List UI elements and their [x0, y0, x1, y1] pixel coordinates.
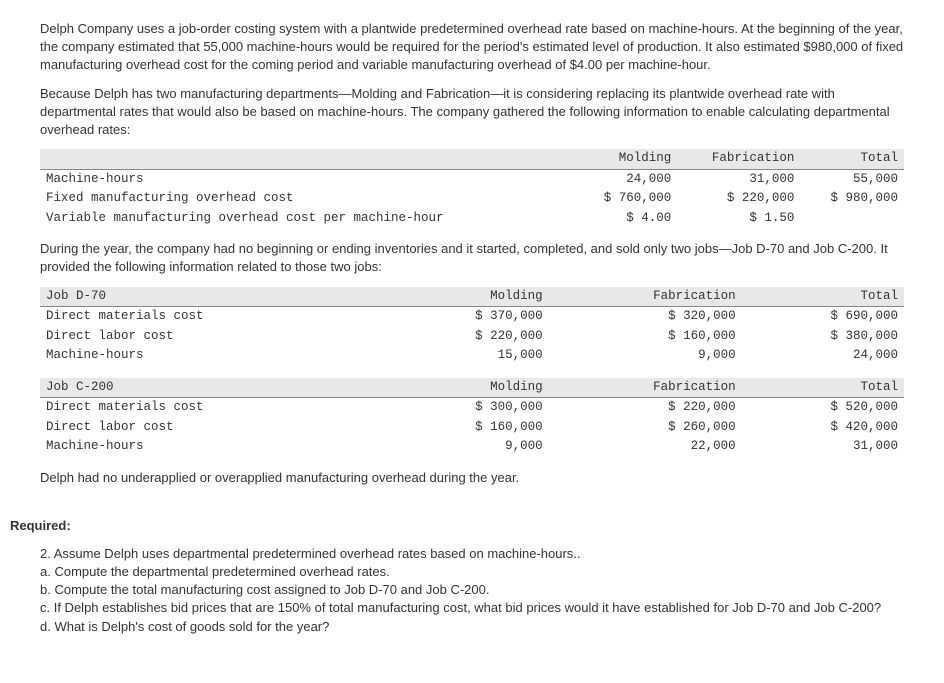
t3-r0-c3: $ 520,000	[742, 398, 904, 418]
t1-h0	[40, 149, 574, 169]
t1-r1-c1: $ 760,000	[574, 189, 678, 209]
t1-h3: Total	[800, 149, 904, 169]
t2-r0-c2: $ 320,000	[549, 307, 742, 327]
t3-r1-c2: $ 260,000	[549, 418, 742, 438]
t2-title: Job D-70	[40, 287, 386, 307]
t3-h0: Molding	[386, 378, 548, 398]
intro-paragraph-1: Delph Company uses a job-order costing s…	[40, 20, 904, 75]
t2-r2-c2: 9,000	[549, 346, 742, 366]
question-a: a. Compute the departmental predetermine…	[40, 563, 904, 581]
t1-r2-c1: $ 4.00	[574, 209, 678, 229]
t2-r1-c2: $ 160,000	[549, 327, 742, 347]
intro-paragraph-2: Because Delph has two manufacturing depa…	[40, 85, 904, 140]
t3-r2-c2: 22,000	[549, 437, 742, 457]
t2-r2-c1: 15,000	[386, 346, 548, 366]
t3-title: Job C-200	[40, 378, 386, 398]
question-c: c. If Delph establishes bid prices that …	[40, 599, 904, 617]
job-d70-table: Job D-70 Molding Fabrication Total Direc…	[40, 287, 904, 366]
t3-h1: Fabrication	[549, 378, 742, 398]
t2-r1-c1: $ 220,000	[386, 327, 548, 347]
t2-r2-c3: 24,000	[742, 346, 904, 366]
t2-r1-c3: $ 380,000	[742, 327, 904, 347]
question-d: d. What is Delph's cost of goods sold fo…	[40, 618, 904, 636]
t1-r2-label: Variable manufacturing overhead cost per…	[40, 209, 574, 229]
t3-r1-c1: $ 160,000	[386, 418, 548, 438]
t2-r1-label: Direct labor cost	[40, 327, 386, 347]
t2-r0-c1: $ 370,000	[386, 307, 548, 327]
closing-paragraph: Delph had no underapplied or overapplied…	[40, 469, 904, 487]
mid-paragraph: During the year, the company had no begi…	[40, 240, 904, 276]
question-2: 2. Assume Delph uses departmental predet…	[40, 545, 904, 563]
t3-r2-c3: 31,000	[742, 437, 904, 457]
t3-r0-c1: $ 300,000	[386, 398, 548, 418]
question-b: b. Compute the total manufacturing cost …	[40, 581, 904, 599]
t1-r1-c3: $ 980,000	[800, 189, 904, 209]
t2-r2-label: Machine-hours	[40, 346, 386, 366]
t1-r1-label: Fixed manufacturing overhead cost	[40, 189, 574, 209]
t2-h1: Fabrication	[549, 287, 742, 307]
t1-h2: Fabrication	[677, 149, 800, 169]
t1-r0-c3: 55,000	[800, 169, 904, 189]
t2-r0-c3: $ 690,000	[742, 307, 904, 327]
t3-r2-c1: 9,000	[386, 437, 548, 457]
t2-h0: Molding	[386, 287, 548, 307]
overhead-rate-table: Molding Fabrication Total Machine-hours …	[40, 149, 904, 228]
t1-r0-label: Machine-hours	[40, 169, 574, 189]
t1-r2-c2: $ 1.50	[677, 209, 800, 229]
t3-r0-label: Direct materials cost	[40, 398, 386, 418]
t1-r0-c1: 24,000	[574, 169, 678, 189]
t3-r2-label: Machine-hours	[40, 437, 386, 457]
t1-h1: Molding	[574, 149, 678, 169]
required-heading: Required:	[10, 517, 904, 535]
t3-r1-label: Direct labor cost	[40, 418, 386, 438]
t3-r1-c3: $ 420,000	[742, 418, 904, 438]
t1-r2-c3	[800, 209, 904, 229]
t3-h2: Total	[742, 378, 904, 398]
t3-r0-c2: $ 220,000	[549, 398, 742, 418]
t1-r0-c2: 31,000	[677, 169, 800, 189]
job-c200-table: Job C-200 Molding Fabrication Total Dire…	[40, 378, 904, 457]
t1-r1-c2: $ 220,000	[677, 189, 800, 209]
t2-r0-label: Direct materials cost	[40, 307, 386, 327]
t2-h2: Total	[742, 287, 904, 307]
